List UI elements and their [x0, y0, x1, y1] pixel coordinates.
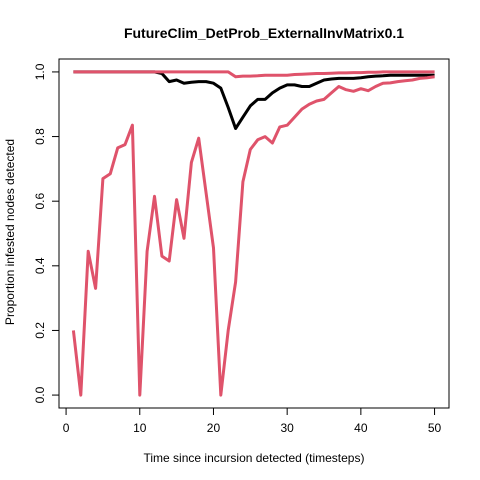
- y-axis: 0.0 0.2 0.4 0.6 0.8 1.0: [33, 63, 60, 403]
- x-tick-label: 10: [133, 421, 147, 435]
- x-tick-label: 20: [207, 421, 221, 435]
- y-tick-label: 0.0: [33, 386, 47, 403]
- y-tick-label: 1.0: [33, 63, 47, 80]
- y-tick-label: 0.4: [33, 257, 47, 274]
- y-axis-label: Proportion infested nodes detected: [3, 139, 17, 325]
- chart-title: FutureClim_DetProb_ExternalInvMatrix0.1: [124, 25, 404, 41]
- x-axis-label: Time since incursion detected (timesteps…: [144, 451, 365, 465]
- y-tick-label: 0.8: [33, 128, 47, 145]
- series-line-3: [71, 75, 435, 397]
- x-axis: 0 10 20 30 40 50: [63, 407, 442, 435]
- series-layer: [71, 70, 435, 397]
- x-tick-label: 0: [63, 421, 70, 435]
- y-tick-label: 0.2: [33, 322, 47, 339]
- y-tick-label: 0.6: [33, 193, 47, 210]
- x-tick-label: 30: [280, 421, 294, 435]
- series-line-2: [73, 70, 435, 79]
- x-tick-label: 40: [354, 421, 368, 435]
- x-tick-label: 50: [428, 421, 442, 435]
